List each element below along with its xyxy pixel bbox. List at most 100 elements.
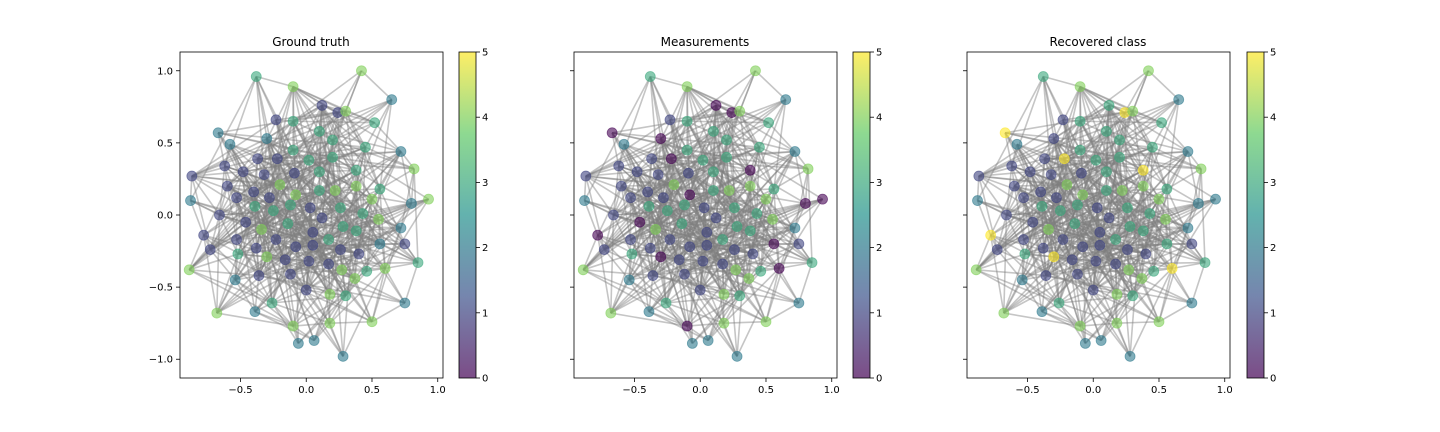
scatter-point [679, 268, 690, 280]
graph-edge [1121, 146, 1154, 191]
scatter-point [1122, 202, 1133, 214]
graph-edge [976, 200, 992, 236]
scatter-point [307, 239, 319, 251]
graph-edge [686, 295, 741, 327]
graph-edge [636, 156, 727, 173]
graph-edge [1048, 207, 1098, 231]
graph-edge [342, 186, 358, 357]
graph-edge [1006, 191, 1042, 216]
graph-edge [1151, 146, 1168, 190]
graph-edge [978, 175, 1107, 192]
graph-edge [1053, 189, 1123, 258]
graph-edge [618, 165, 649, 193]
graph-edge [191, 111, 339, 177]
graph-edge [636, 171, 641, 223]
graph-edge [266, 138, 344, 228]
graph-edge [630, 173, 659, 199]
graph-edge [371, 198, 402, 229]
y-tick-label: 0.0 [157, 211, 173, 222]
colorbar-tick-label: 1 [1270, 308, 1276, 319]
graph-edge [287, 223, 314, 246]
graph-edge [1152, 146, 1202, 170]
panel-title: Measurements [661, 35, 750, 49]
graph-edge [290, 204, 363, 215]
graph-edge [293, 130, 321, 174]
graph-edge [652, 274, 800, 304]
graph-edge [261, 207, 341, 231]
graph-edge [1010, 165, 1025, 198]
graph-edge [1079, 120, 1123, 191]
graph-edge [654, 172, 690, 230]
graph-edge [660, 256, 738, 357]
graph-edge [1043, 245, 1083, 249]
graph-edge [294, 156, 333, 174]
scatter-point [1110, 258, 1121, 270]
scatter-point [660, 297, 672, 309]
graph-edge [649, 76, 671, 121]
graph-edge [266, 137, 336, 192]
graph-edge [295, 245, 341, 251]
scatter-point [793, 297, 805, 309]
panel-title: Ground truth [272, 35, 350, 49]
graph-edge [261, 228, 314, 247]
scatter-point [652, 169, 664, 181]
graph-edge [284, 223, 289, 260]
graph-edge [686, 86, 760, 148]
scatter-point [613, 160, 625, 172]
x-tick-label: 1.0 [824, 385, 840, 396]
scatter-point [1160, 213, 1171, 225]
graph-edge [294, 194, 314, 233]
graph-edge [611, 132, 638, 173]
graph-edge [342, 218, 379, 228]
graph-edge [327, 99, 393, 265]
graph-edge [1041, 172, 1082, 207]
graph-edge [582, 269, 667, 304]
graph-edge [292, 85, 347, 112]
graph-edge [597, 234, 667, 304]
graph-edge [295, 185, 357, 196]
graph-edge [1105, 171, 1144, 232]
scatter-point [1057, 234, 1069, 245]
scatter-point [665, 153, 677, 165]
graph-edge [1044, 156, 1120, 160]
graph-edge [218, 110, 346, 134]
graph-edge [765, 268, 780, 322]
scatter-point [1076, 167, 1087, 179]
graph-edge [712, 189, 775, 245]
graph-edge [734, 243, 774, 251]
graph-edge [735, 218, 774, 271]
scatter-point [327, 134, 338, 146]
graph-edge [254, 150, 402, 313]
edges-layer [582, 70, 824, 357]
graph-edge [725, 157, 730, 191]
graph-edge [684, 230, 751, 275]
scatter-point [303, 255, 315, 267]
graph-edge [669, 150, 796, 241]
scatter-point [229, 274, 241, 286]
graph-edge [1092, 263, 1117, 291]
graph-edge [1172, 261, 1206, 270]
colorbar-tick-label: 2 [1270, 243, 1276, 254]
graph-edge [749, 230, 813, 264]
scatter-point [751, 208, 763, 219]
graph-edge [203, 234, 356, 280]
graph-edge [1079, 111, 1125, 123]
scatter-point [710, 99, 722, 111]
graph-edge [332, 139, 415, 170]
graph-edge [1118, 139, 1144, 171]
graph-edge [647, 146, 760, 193]
y-tick-label: −1.0 [149, 355, 173, 366]
graph-edge [1044, 157, 1202, 170]
graph-edge [1080, 130, 1108, 174]
graph-edge [321, 105, 344, 357]
graph-edge [773, 151, 796, 190]
graph-edge [292, 121, 314, 233]
graph-edge [1052, 256, 1060, 304]
graph-edge [1114, 207, 1129, 240]
graph-edge [1099, 244, 1134, 297]
graph-edge [257, 104, 323, 160]
scatter-point [1153, 316, 1165, 328]
graph-edge [1116, 270, 1155, 296]
graph-edge [1095, 248, 1128, 262]
graph-edge [613, 191, 649, 216]
